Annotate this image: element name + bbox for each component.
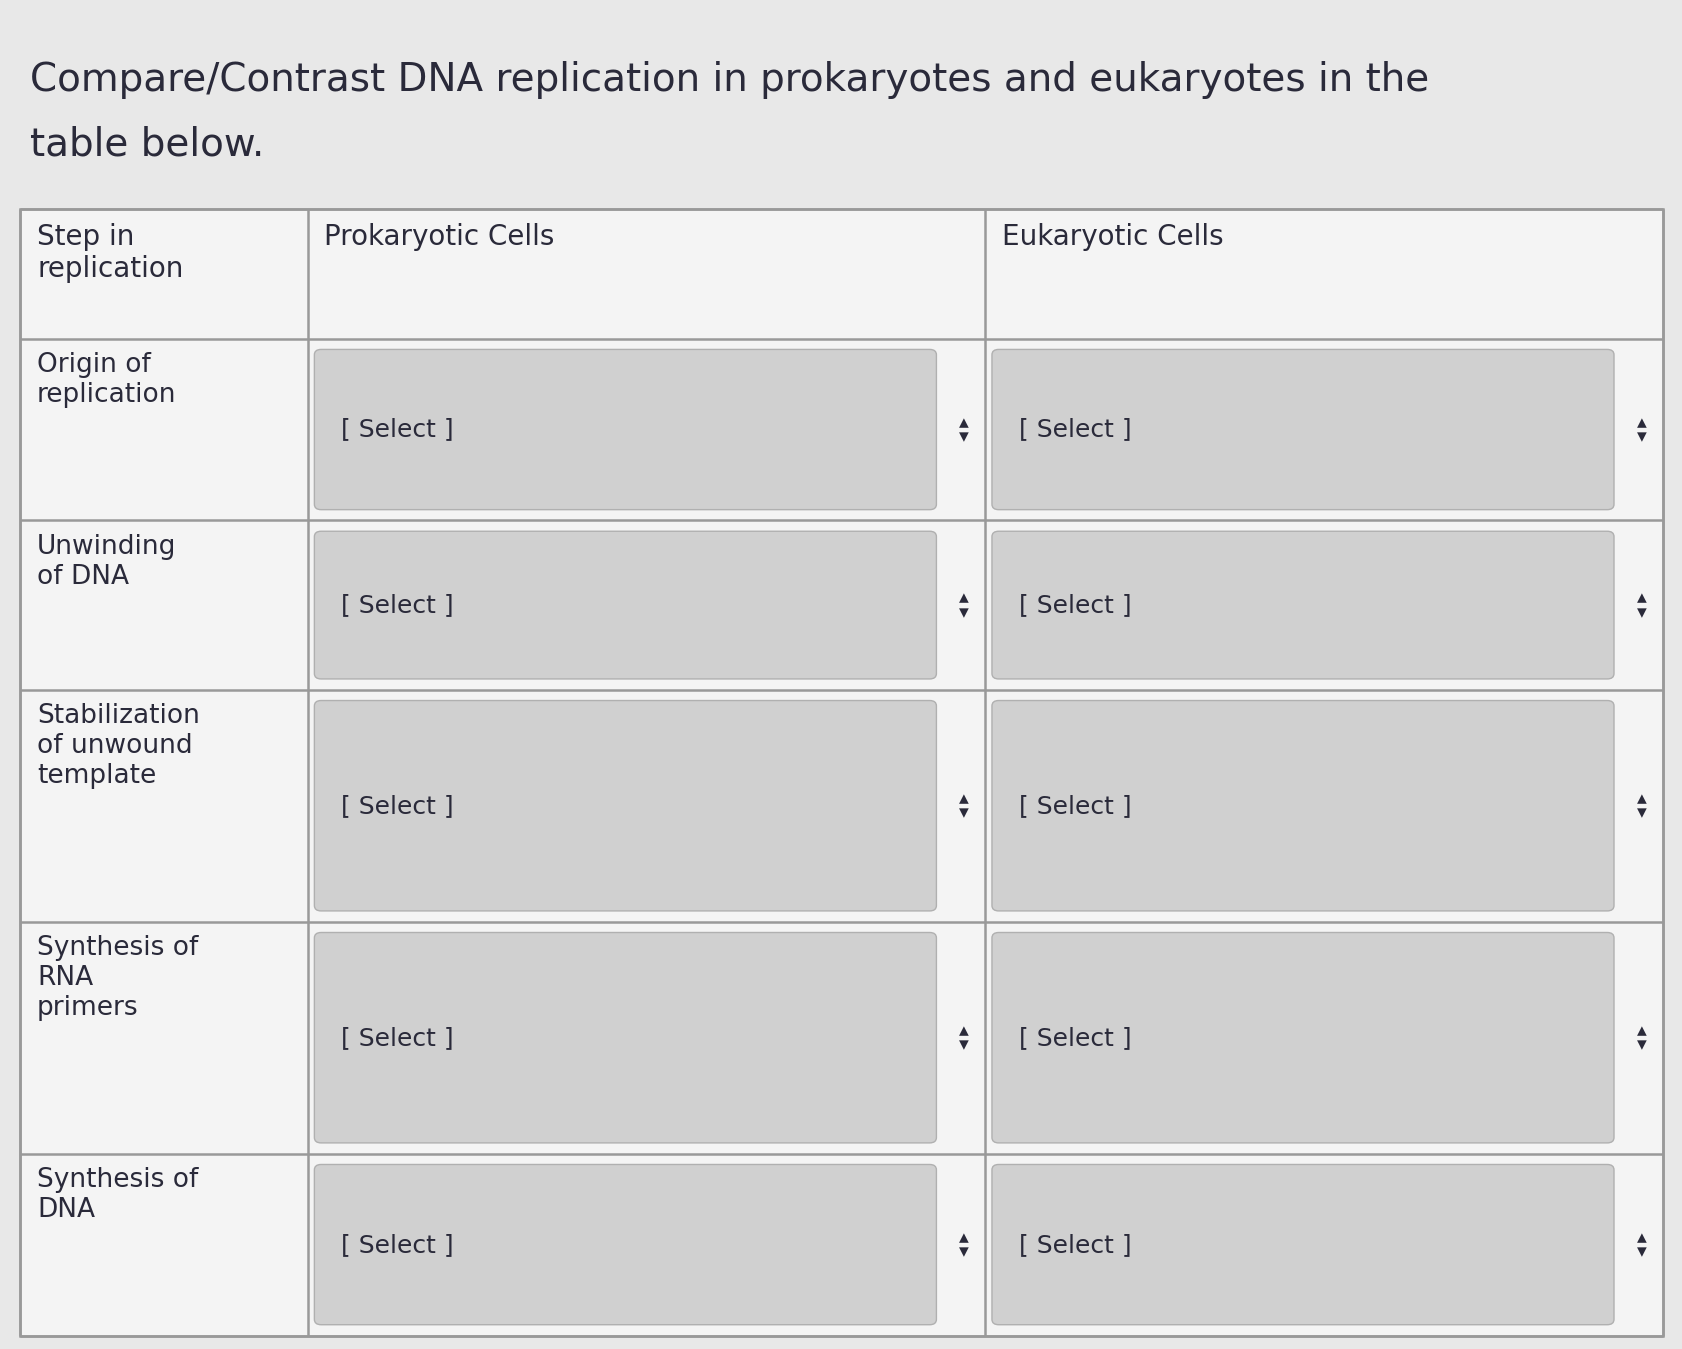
Text: table below.: table below. — [30, 125, 264, 163]
Bar — [20, 209, 1662, 1336]
FancyBboxPatch shape — [991, 1164, 1613, 1325]
Text: Stabilization
of unwound
template: Stabilization of unwound template — [37, 703, 200, 789]
Text: [ Select ]: [ Select ] — [341, 418, 454, 441]
Text: Compare/Contrast DNA replication in prokaryotes and eukaryotes in the: Compare/Contrast DNA replication in prok… — [30, 61, 1428, 98]
Text: [ Select ]: [ Select ] — [341, 1233, 454, 1257]
Text: [ Select ]: [ Select ] — [341, 793, 454, 817]
FancyBboxPatch shape — [991, 700, 1613, 911]
Text: ▴
▾: ▴ ▾ — [959, 588, 969, 622]
Text: ▴
▾: ▴ ▾ — [959, 1021, 969, 1055]
FancyBboxPatch shape — [991, 349, 1613, 510]
Text: Eukaryotic Cells: Eukaryotic Cells — [1001, 223, 1223, 251]
FancyBboxPatch shape — [991, 932, 1613, 1143]
Text: ▴
▾: ▴ ▾ — [959, 413, 969, 447]
Text: [ Select ]: [ Select ] — [341, 1025, 454, 1050]
FancyBboxPatch shape — [315, 349, 935, 510]
FancyBboxPatch shape — [315, 1164, 935, 1325]
Text: Unwinding
of DNA: Unwinding of DNA — [37, 534, 177, 590]
FancyBboxPatch shape — [315, 932, 935, 1143]
Text: ▴
▾: ▴ ▾ — [1637, 1021, 1645, 1055]
Text: Prokaryotic Cells: Prokaryotic Cells — [325, 223, 555, 251]
Text: ▴
▾: ▴ ▾ — [1637, 1228, 1645, 1261]
Text: Synthesis of
DNA: Synthesis of DNA — [37, 1167, 198, 1224]
Text: Step in
replication: Step in replication — [37, 223, 183, 283]
Text: ▴
▾: ▴ ▾ — [1637, 413, 1645, 447]
FancyBboxPatch shape — [315, 700, 935, 911]
Text: ▴
▾: ▴ ▾ — [1637, 789, 1645, 823]
FancyBboxPatch shape — [991, 532, 1613, 679]
Text: [ Select ]: [ Select ] — [341, 594, 454, 616]
Text: Synthesis of
RNA
primers: Synthesis of RNA primers — [37, 935, 198, 1021]
Text: [ Select ]: [ Select ] — [1018, 594, 1130, 616]
Text: [ Select ]: [ Select ] — [1018, 1233, 1130, 1257]
Text: [ Select ]: [ Select ] — [1018, 418, 1130, 441]
Text: ▴
▾: ▴ ▾ — [959, 789, 969, 823]
Text: ▴
▾: ▴ ▾ — [1637, 588, 1645, 622]
Text: [ Select ]: [ Select ] — [1018, 1025, 1130, 1050]
FancyBboxPatch shape — [315, 532, 935, 679]
Text: Origin of
replication: Origin of replication — [37, 352, 177, 409]
Text: ▴
▾: ▴ ▾ — [959, 1228, 969, 1261]
Text: [ Select ]: [ Select ] — [1018, 793, 1130, 817]
